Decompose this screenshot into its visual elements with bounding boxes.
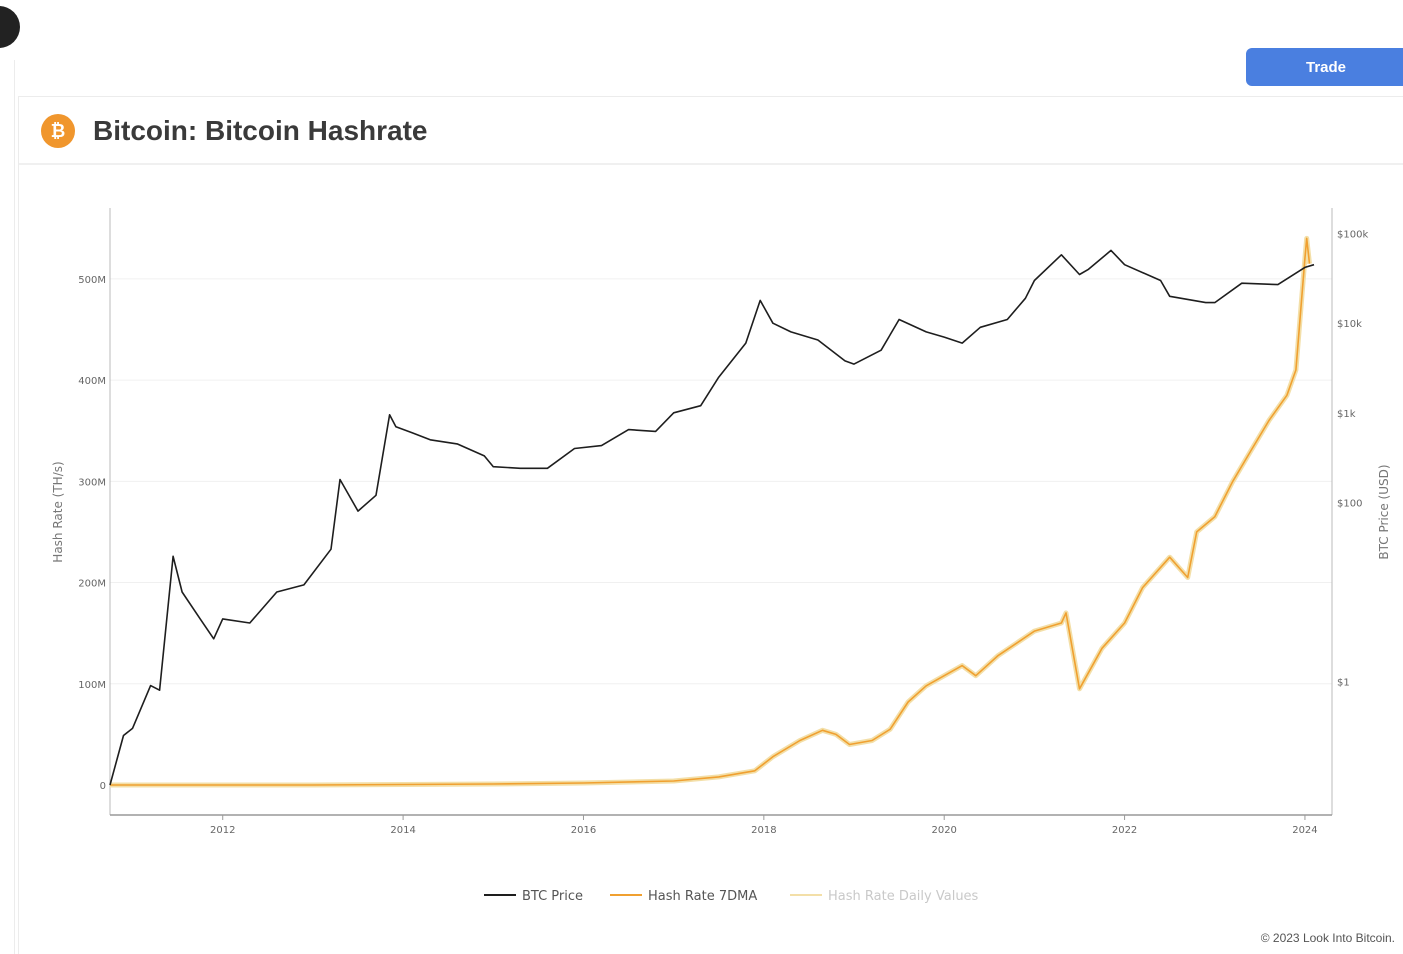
y-right-tick-label: $1k [1337, 409, 1356, 420]
hash-rate-daily-line [110, 235, 1312, 788]
page-title: Bitcoin: Bitcoin Hashrate [93, 115, 428, 146]
x-tick-label: 2024 [1292, 825, 1317, 836]
copyright-notice: © 2023 Look Into Bitcoin. [1260, 931, 1395, 945]
x-tick-label: 2014 [390, 825, 415, 836]
hash-rate-7dma-line [110, 237, 1311, 786]
legend-hash-rate-daily-label: Hash Rate Daily Values [828, 889, 979, 904]
window-control-dot[interactable] [0, 6, 20, 48]
y-right-tick-label: $100k [1337, 230, 1368, 241]
y-left-tick-label: 0 [100, 781, 106, 792]
trade-button[interactable]: Trade [1246, 48, 1403, 86]
divider [14, 60, 15, 954]
y-left-tick-label: 300M [78, 477, 106, 488]
chart-card: ₿ Bitcoin: Bitcoin Hashrate [18, 96, 1403, 954]
x-tick-label: 2022 [1112, 825, 1137, 836]
x-tick-label: 2012 [210, 825, 235, 836]
x-tick-label: 2016 [571, 825, 596, 836]
y-right-tick-label: $10k [1337, 319, 1362, 330]
bitcoin-coin-icon: ₿ [41, 114, 75, 148]
legend-btc-price-label: BTC Price [522, 889, 583, 904]
y-left-tick-label: 500M [78, 275, 106, 286]
y-left-axis-label: Hash Rate (TH/s) [51, 461, 65, 562]
y-left-tick-label: 100M [78, 680, 106, 691]
btc-price-line [109, 249, 1315, 786]
y-right-axis-label: BTC Price (USD) [1377, 464, 1391, 559]
card-header: ₿ Bitcoin: Bitcoin Hashrate [19, 97, 1403, 165]
y-left-tick-label: 200M [78, 579, 106, 590]
legend-hash-rate-7dma-label: Hash Rate 7DMA [648, 889, 757, 904]
y-left-tick-label: 400M [78, 376, 106, 387]
y-right-tick-label: $100 [1337, 498, 1362, 509]
x-tick-label: 2020 [931, 825, 956, 836]
x-tick-label: 2018 [751, 825, 776, 836]
y-right-tick-label: $1 [1337, 678, 1350, 689]
